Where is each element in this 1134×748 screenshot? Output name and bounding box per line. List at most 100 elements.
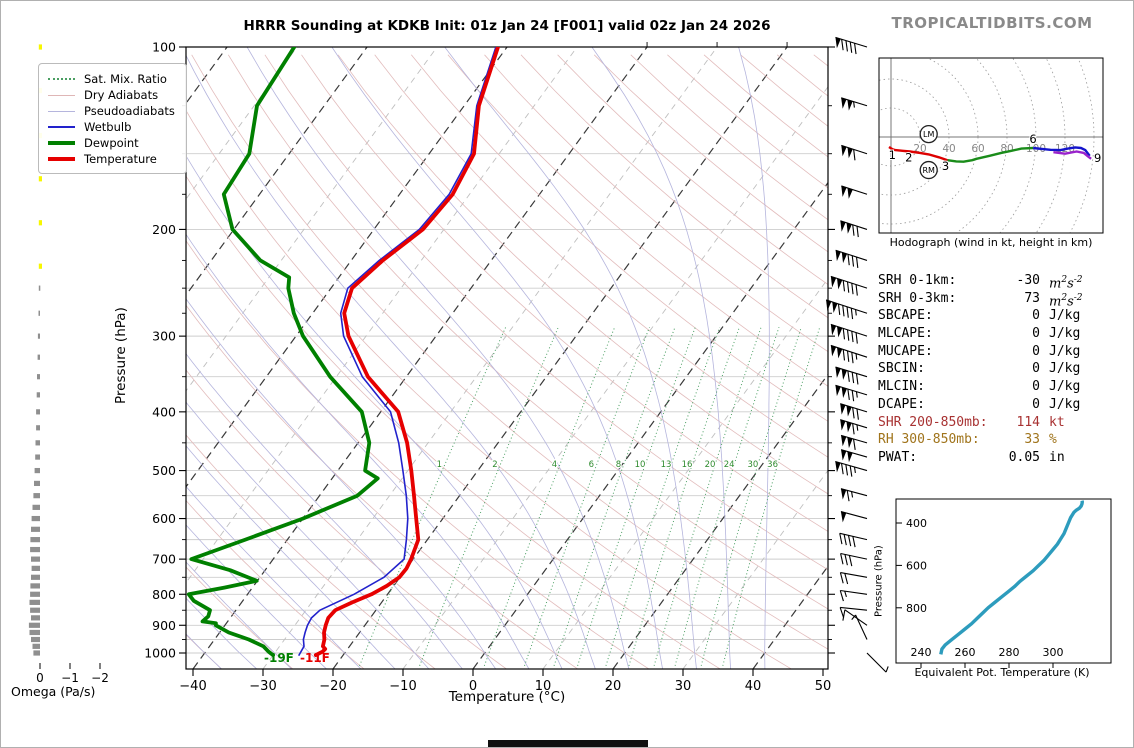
omega-axis-label: Omega (Pa/s) [11, 684, 96, 699]
dewpoint-curve [186, 47, 380, 657]
legend-swatch-thick [48, 141, 75, 145]
wind-barb-column [825, 36, 889, 673]
skewt-background [186, 47, 828, 669]
temperature-axis-label: Temperature (°C) [448, 689, 566, 705]
stat-label: SRH 0-1km: [878, 273, 957, 288]
stat-row: SBCIN: 0 J/kg [878, 360, 1096, 378]
wind-barb-icon [840, 552, 868, 567]
stat-label: RH 300-850mb: [878, 432, 980, 448]
hodograph-trace-3-6km [947, 146, 1034, 163]
wind-barb-icon [840, 419, 868, 435]
hodograph-caption: Hodograph (wind in kt, height in km) [889, 236, 1093, 249]
wind-barb-icon [840, 403, 868, 420]
hodograph-trace-0-3km [888, 145, 948, 162]
temperature-curve [313, 47, 500, 657]
stat-unit: J/kg [1049, 396, 1081, 412]
svg-text:2: 2 [905, 151, 912, 165]
svg-text:800: 800 [152, 587, 176, 602]
wind-barb-icon [840, 488, 868, 502]
stat-unit: in [1049, 449, 1065, 465]
page-title: HRRR Sounding at KDKB Init: 01z Jan 24 [… [243, 18, 771, 34]
stat-label: MLCIN: [878, 379, 925, 395]
stat-label: DCAPE: [878, 396, 925, 412]
wind-barb-icon [840, 511, 868, 523]
svg-text:10: 10 [635, 460, 646, 470]
svg-text:6: 6 [1029, 132, 1036, 146]
stat-label: SBCIN: [878, 361, 925, 377]
wind-barb-icon [840, 220, 868, 238]
skewt-frame [185, 46, 829, 670]
svg-text:1000: 1000 [144, 646, 176, 661]
stat-value: 0 [1032, 396, 1040, 412]
stat-row: DCAPE: 0 J/kg [878, 396, 1096, 414]
wind-barb-icon [841, 185, 868, 199]
svg-text:400: 400 [906, 517, 927, 530]
svg-text:100: 100 [152, 40, 176, 55]
stat-row: SRH 0-3km: 73 m2s-2 [878, 290, 1096, 309]
footer-bar [488, 740, 648, 747]
svg-text:300: 300 [1043, 646, 1064, 659]
svg-text:LM: LM [923, 130, 934, 139]
legend-item: Sat. Mix. Ratio [48, 71, 175, 87]
svg-text:4: 4 [552, 460, 557, 470]
stat-label: PWAT: [878, 449, 918, 465]
stat-row: MLCAPE: 0 J/kg [878, 325, 1096, 343]
svg-text:24: 24 [724, 460, 735, 470]
legend-swatch-dotted [48, 78, 75, 80]
wind-barb-icon [830, 344, 868, 364]
stat-label: MLCAPE: [878, 326, 933, 342]
stat-value: -30 [1016, 273, 1040, 288]
theta-e-y-label: Pressure (hPa) [873, 545, 885, 617]
storm-motion-RM: RM [919, 160, 938, 180]
legend-item: Pseudoadiabats [48, 103, 175, 119]
svg-text:300: 300 [152, 329, 176, 344]
site-watermark: TROPICALTIDBITS.COM [891, 14, 1093, 32]
legend-label: Temperature [84, 152, 157, 166]
omega-panel: 0 −1 −2 [28, 44, 109, 685]
stats-panel: SRH 0-1km: -30 m2s-2 SRH 0-3km: 73 m2s-2 SBCAP… [878, 272, 1096, 467]
legend-swatch-thick [48, 157, 75, 161]
surface-temperature-label: -11F [300, 651, 330, 665]
stat-label: SHR 200-850mb: [878, 414, 988, 430]
pressure-axis-label: Pressure (hPa) [113, 307, 129, 405]
hodograph-trace-9+km [1053, 150, 1092, 160]
stat-value: 114 [1016, 414, 1040, 430]
stat-row: PWAT: 0.05 in [878, 449, 1096, 467]
svg-text:−30: −30 [249, 679, 276, 694]
wind-barb-icon [839, 572, 868, 585]
svg-text:16: 16 [682, 460, 693, 470]
legend-label: Dry Adiabats [84, 88, 159, 102]
stat-row: SBCAPE: 0 J/kg [878, 307, 1096, 325]
stat-value: 0.05 [1008, 449, 1040, 465]
svg-text:1: 1 [889, 148, 896, 162]
wind-barb-icon [840, 449, 868, 463]
svg-text:30: 30 [747, 460, 758, 470]
theta-e-panel: 240 260 280 300 400 600 800 [895, 498, 1112, 668]
hodograph-frame [878, 57, 1104, 234]
svg-text:−10: −10 [389, 679, 416, 694]
legend-item: Temperature [48, 151, 175, 167]
stat-row: MUCAPE: 0 J/kg [878, 343, 1096, 361]
svg-text:240: 240 [911, 646, 932, 659]
stat-value: 33 [1024, 432, 1040, 448]
svg-text:30: 30 [675, 679, 692, 694]
stat-unit: J/kg [1049, 379, 1081, 395]
surface-dewpoint-label: -19F [264, 651, 294, 665]
stat-row: SHR 200-850mb: 114 kt [878, 414, 1096, 432]
wind-barb-icon [841, 144, 868, 161]
wind-barb-icon [835, 460, 868, 477]
svg-text:280: 280 [999, 646, 1020, 659]
svg-text:13: 13 [661, 460, 672, 470]
legend-swatch-thin [48, 94, 75, 96]
stat-unit: J/kg [1049, 361, 1081, 377]
wind-barb-icon [835, 249, 868, 269]
svg-text:1: 1 [437, 460, 442, 470]
svg-text:8: 8 [616, 460, 621, 470]
wind-barb-icon [841, 97, 868, 111]
stat-label: SBCAPE: [878, 308, 933, 324]
stat-unit: J/kg [1049, 343, 1081, 359]
stat-value: 0 [1032, 343, 1040, 359]
wind-barb-icon [835, 36, 868, 55]
